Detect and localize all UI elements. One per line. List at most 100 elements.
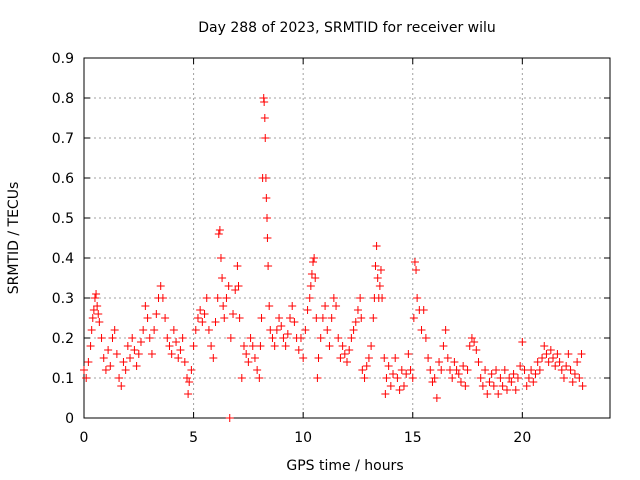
data-point bbox=[443, 354, 452, 362]
data-point bbox=[509, 370, 518, 378]
data-point bbox=[549, 354, 558, 362]
data-point bbox=[577, 350, 586, 358]
data-point bbox=[204, 326, 213, 334]
data-point bbox=[421, 334, 430, 342]
data-point bbox=[313, 374, 322, 382]
data-point bbox=[307, 270, 316, 278]
data-point bbox=[176, 346, 185, 354]
data-point bbox=[362, 362, 371, 370]
data-point bbox=[426, 366, 435, 374]
y-tick-label: 0.5 bbox=[52, 211, 74, 227]
data-point bbox=[256, 342, 265, 350]
data-point bbox=[216, 254, 225, 262]
data-point bbox=[301, 326, 310, 334]
data-point bbox=[535, 366, 544, 374]
data-point bbox=[303, 306, 312, 314]
data-point bbox=[500, 366, 509, 374]
data-point bbox=[386, 382, 395, 390]
y-tick-label: 0 bbox=[65, 411, 74, 427]
data-point bbox=[185, 378, 194, 386]
data-point bbox=[553, 350, 562, 358]
data-point bbox=[376, 266, 385, 274]
data-point bbox=[191, 326, 200, 334]
data-point bbox=[492, 366, 501, 374]
data-point bbox=[412, 266, 421, 274]
data-point bbox=[345, 346, 354, 354]
data-point bbox=[465, 342, 474, 350]
data-point bbox=[395, 386, 404, 394]
data-point bbox=[540, 342, 549, 350]
data-point bbox=[439, 342, 448, 350]
data-point bbox=[360, 374, 369, 382]
data-point bbox=[384, 362, 393, 370]
y-tick-label: 0.8 bbox=[52, 91, 74, 107]
data-point bbox=[529, 378, 538, 386]
data-point bbox=[244, 358, 253, 366]
data-point bbox=[343, 358, 351, 366]
data-point bbox=[538, 354, 547, 362]
data-point bbox=[261, 174, 270, 182]
data-point bbox=[86, 342, 95, 350]
data-point bbox=[88, 314, 97, 322]
data-point bbox=[309, 258, 318, 266]
data-point bbox=[347, 334, 356, 342]
data-point bbox=[399, 382, 408, 390]
x-tick-label: 15 bbox=[404, 430, 422, 446]
data-point bbox=[516, 362, 525, 370]
points-layer bbox=[80, 94, 587, 422]
data-point bbox=[277, 322, 286, 330]
data-point bbox=[165, 342, 174, 350]
data-point bbox=[141, 302, 150, 310]
data-point bbox=[518, 338, 527, 346]
data-point bbox=[441, 326, 450, 334]
data-point bbox=[542, 350, 551, 358]
data-point bbox=[494, 390, 503, 398]
data-point bbox=[393, 374, 402, 382]
data-point bbox=[106, 362, 115, 370]
data-point bbox=[225, 414, 234, 422]
data-point bbox=[369, 314, 378, 322]
data-point bbox=[123, 342, 132, 350]
data-point bbox=[169, 326, 178, 334]
y-tick-label: 0.4 bbox=[52, 251, 74, 267]
data-point bbox=[353, 306, 362, 314]
data-point bbox=[126, 354, 135, 362]
data-point bbox=[158, 294, 167, 302]
data-point bbox=[260, 114, 269, 122]
data-point bbox=[555, 358, 564, 366]
data-point bbox=[235, 314, 244, 322]
data-point bbox=[340, 350, 349, 358]
data-point bbox=[575, 374, 584, 382]
data-point bbox=[222, 294, 231, 302]
data-point bbox=[316, 334, 325, 342]
data-point bbox=[474, 358, 483, 366]
x-tick-label: 5 bbox=[189, 430, 198, 446]
data-point bbox=[234, 282, 243, 290]
data-point bbox=[281, 342, 290, 350]
data-point bbox=[198, 318, 207, 326]
data-point bbox=[524, 374, 533, 382]
data-point bbox=[496, 374, 505, 382]
data-point bbox=[336, 354, 345, 362]
data-point bbox=[573, 358, 582, 366]
data-point bbox=[128, 334, 137, 342]
data-point bbox=[380, 354, 389, 362]
data-point bbox=[213, 294, 222, 302]
data-point bbox=[108, 334, 117, 342]
data-point bbox=[498, 382, 507, 390]
data-point bbox=[233, 262, 242, 270]
chart-title: Day 288 of 2023, SRMTID for receiver wil… bbox=[198, 20, 496, 36]
data-point bbox=[448, 374, 457, 382]
data-point bbox=[546, 346, 555, 354]
data-point bbox=[321, 302, 330, 310]
data-point bbox=[522, 382, 531, 390]
data-point bbox=[139, 326, 148, 334]
data-point bbox=[202, 294, 211, 302]
y-tick-label: 0.2 bbox=[52, 331, 74, 347]
y-tick-label: 0.1 bbox=[52, 371, 74, 387]
data-point bbox=[483, 390, 492, 398]
data-point bbox=[104, 346, 113, 354]
data-point bbox=[410, 258, 419, 266]
data-point bbox=[246, 334, 255, 342]
